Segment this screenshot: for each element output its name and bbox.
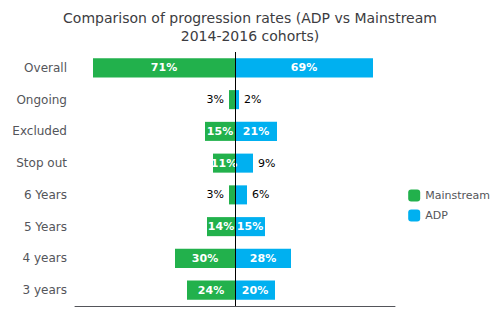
svg-text:69%: 69% <box>291 61 317 74</box>
svg-text:14%: 14% <box>208 220 234 233</box>
svg-text:21%: 21% <box>243 125 269 138</box>
svg-text:2%: 2% <box>244 93 261 106</box>
svg-text:Mainstream: Mainstream <box>425 189 490 202</box>
svg-text:15%: 15% <box>237 220 263 233</box>
svg-text:Ongoing: Ongoing <box>16 93 67 107</box>
svg-text:Stop out: Stop out <box>16 156 67 170</box>
svg-text:11%: 11% <box>211 157 237 170</box>
svg-text:4 years: 4 years <box>23 251 67 265</box>
svg-text:15%: 15% <box>207 125 233 138</box>
svg-text:Overall: Overall <box>24 61 67 75</box>
svg-text:20%: 20% <box>242 284 268 297</box>
svg-text:3 years: 3 years <box>23 283 67 297</box>
svg-text:6 Years: 6 Years <box>24 188 67 202</box>
svg-text:24%: 24% <box>198 284 224 297</box>
svg-text:5 Years: 5 Years <box>24 220 67 234</box>
svg-text:28%: 28% <box>250 252 276 265</box>
svg-text:Comparison of progression rate: Comparison of progression rates (ADP vs … <box>63 10 437 26</box>
svg-text:3%: 3% <box>207 188 224 201</box>
svg-text:Excluded: Excluded <box>12 124 67 138</box>
svg-text:ADP: ADP <box>425 209 448 222</box>
svg-text:3%: 3% <box>207 93 224 106</box>
svg-text:9%: 9% <box>258 157 275 170</box>
svg-text:71%: 71% <box>151 61 177 74</box>
svg-text:2014-2016 cohorts): 2014-2016 cohorts) <box>181 28 319 44</box>
svg-text:6%: 6% <box>252 188 269 201</box>
svg-text:30%: 30% <box>192 252 218 265</box>
